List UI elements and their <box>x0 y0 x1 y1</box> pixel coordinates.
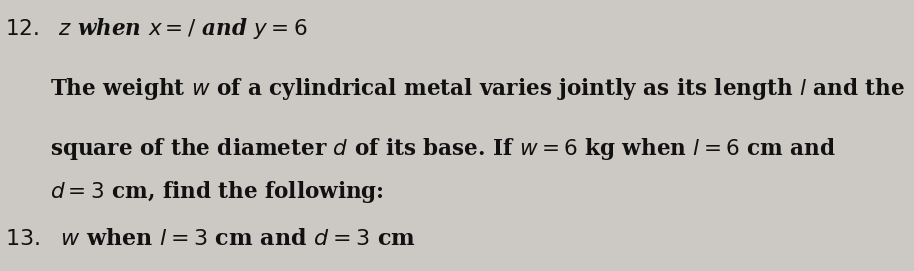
Text: $\mathit{13.}$  $w$ when $l = 3$ cm and $d = 3$ cm: $\mathit{13.}$ $w$ when $l = 3$ cm and $… <box>5 228 415 250</box>
Text: The weight $w$ of a cylindrical metal varies jointly as its length $l$ and the: The weight $w$ of a cylindrical metal va… <box>50 76 906 102</box>
Text: $\mathit{12.}$  $z$ when $x = /$ and $y = 6$: $\mathit{12.}$ $z$ when $x = /$ and $y =… <box>5 16 307 41</box>
Text: $d = 3$ cm, find the following:: $d = 3$ cm, find the following: <box>50 179 384 205</box>
Text: square of the diameter $d$ of its base. If $w = 6$ kg when $l = 6$ cm and: square of the diameter $d$ of its base. … <box>50 136 836 162</box>
